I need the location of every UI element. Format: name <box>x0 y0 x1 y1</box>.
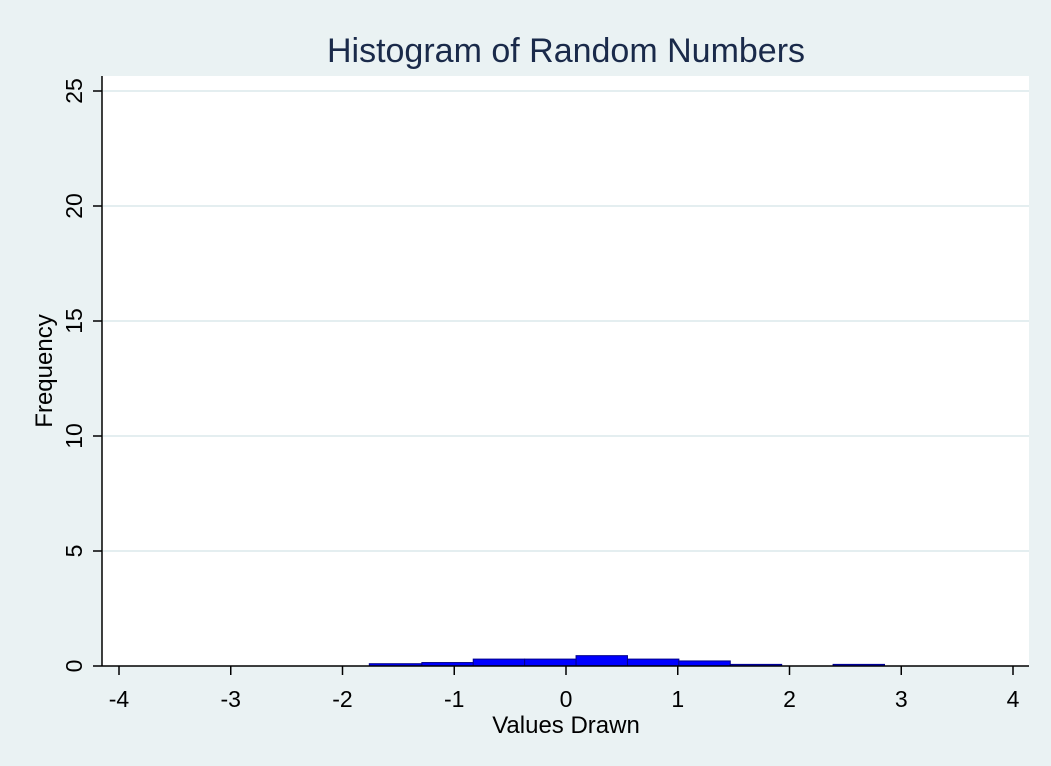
y-tick-label: 10 <box>61 423 87 449</box>
histogram-bar <box>472 658 526 667</box>
x-tick-label: -4 <box>109 686 130 712</box>
y-axis-title: Frequency <box>31 314 58 427</box>
x-tick-label: -3 <box>221 686 241 712</box>
x-tick-label: -1 <box>444 686 464 712</box>
x-tick-label: 3 <box>895 686 908 712</box>
x-tick-label: 2 <box>783 686 796 712</box>
x-tick-label: 1 <box>671 686 684 712</box>
x-tick-label: 0 <box>560 686 573 712</box>
x-tick-label: 4 <box>1007 686 1020 712</box>
axes: 0 5 10 15 20 25 -4 -3 -2 -1 0 1 2 3 4 <box>61 76 1029 712</box>
gridlines <box>103 90 1029 552</box>
plot-area <box>102 76 1029 666</box>
y-tick-label: 20 <box>61 193 87 219</box>
y-tick-label: 0 <box>61 660 87 673</box>
histogram-bar <box>575 655 628 667</box>
histogram-bar <box>524 658 577 667</box>
y-tick-label: 15 <box>61 308 87 334</box>
histogram-bar <box>678 660 731 667</box>
x-axis-title: Values Drawn <box>492 712 640 739</box>
y-tick-label: 5 <box>61 545 87 558</box>
chart-title: Histogram of Random Numbers <box>327 32 805 70</box>
histogram-bar <box>626 658 680 667</box>
y-tick-label: 25 <box>61 78 87 104</box>
x-tick-label: -2 <box>332 686 352 712</box>
histogram-bars <box>368 655 885 667</box>
